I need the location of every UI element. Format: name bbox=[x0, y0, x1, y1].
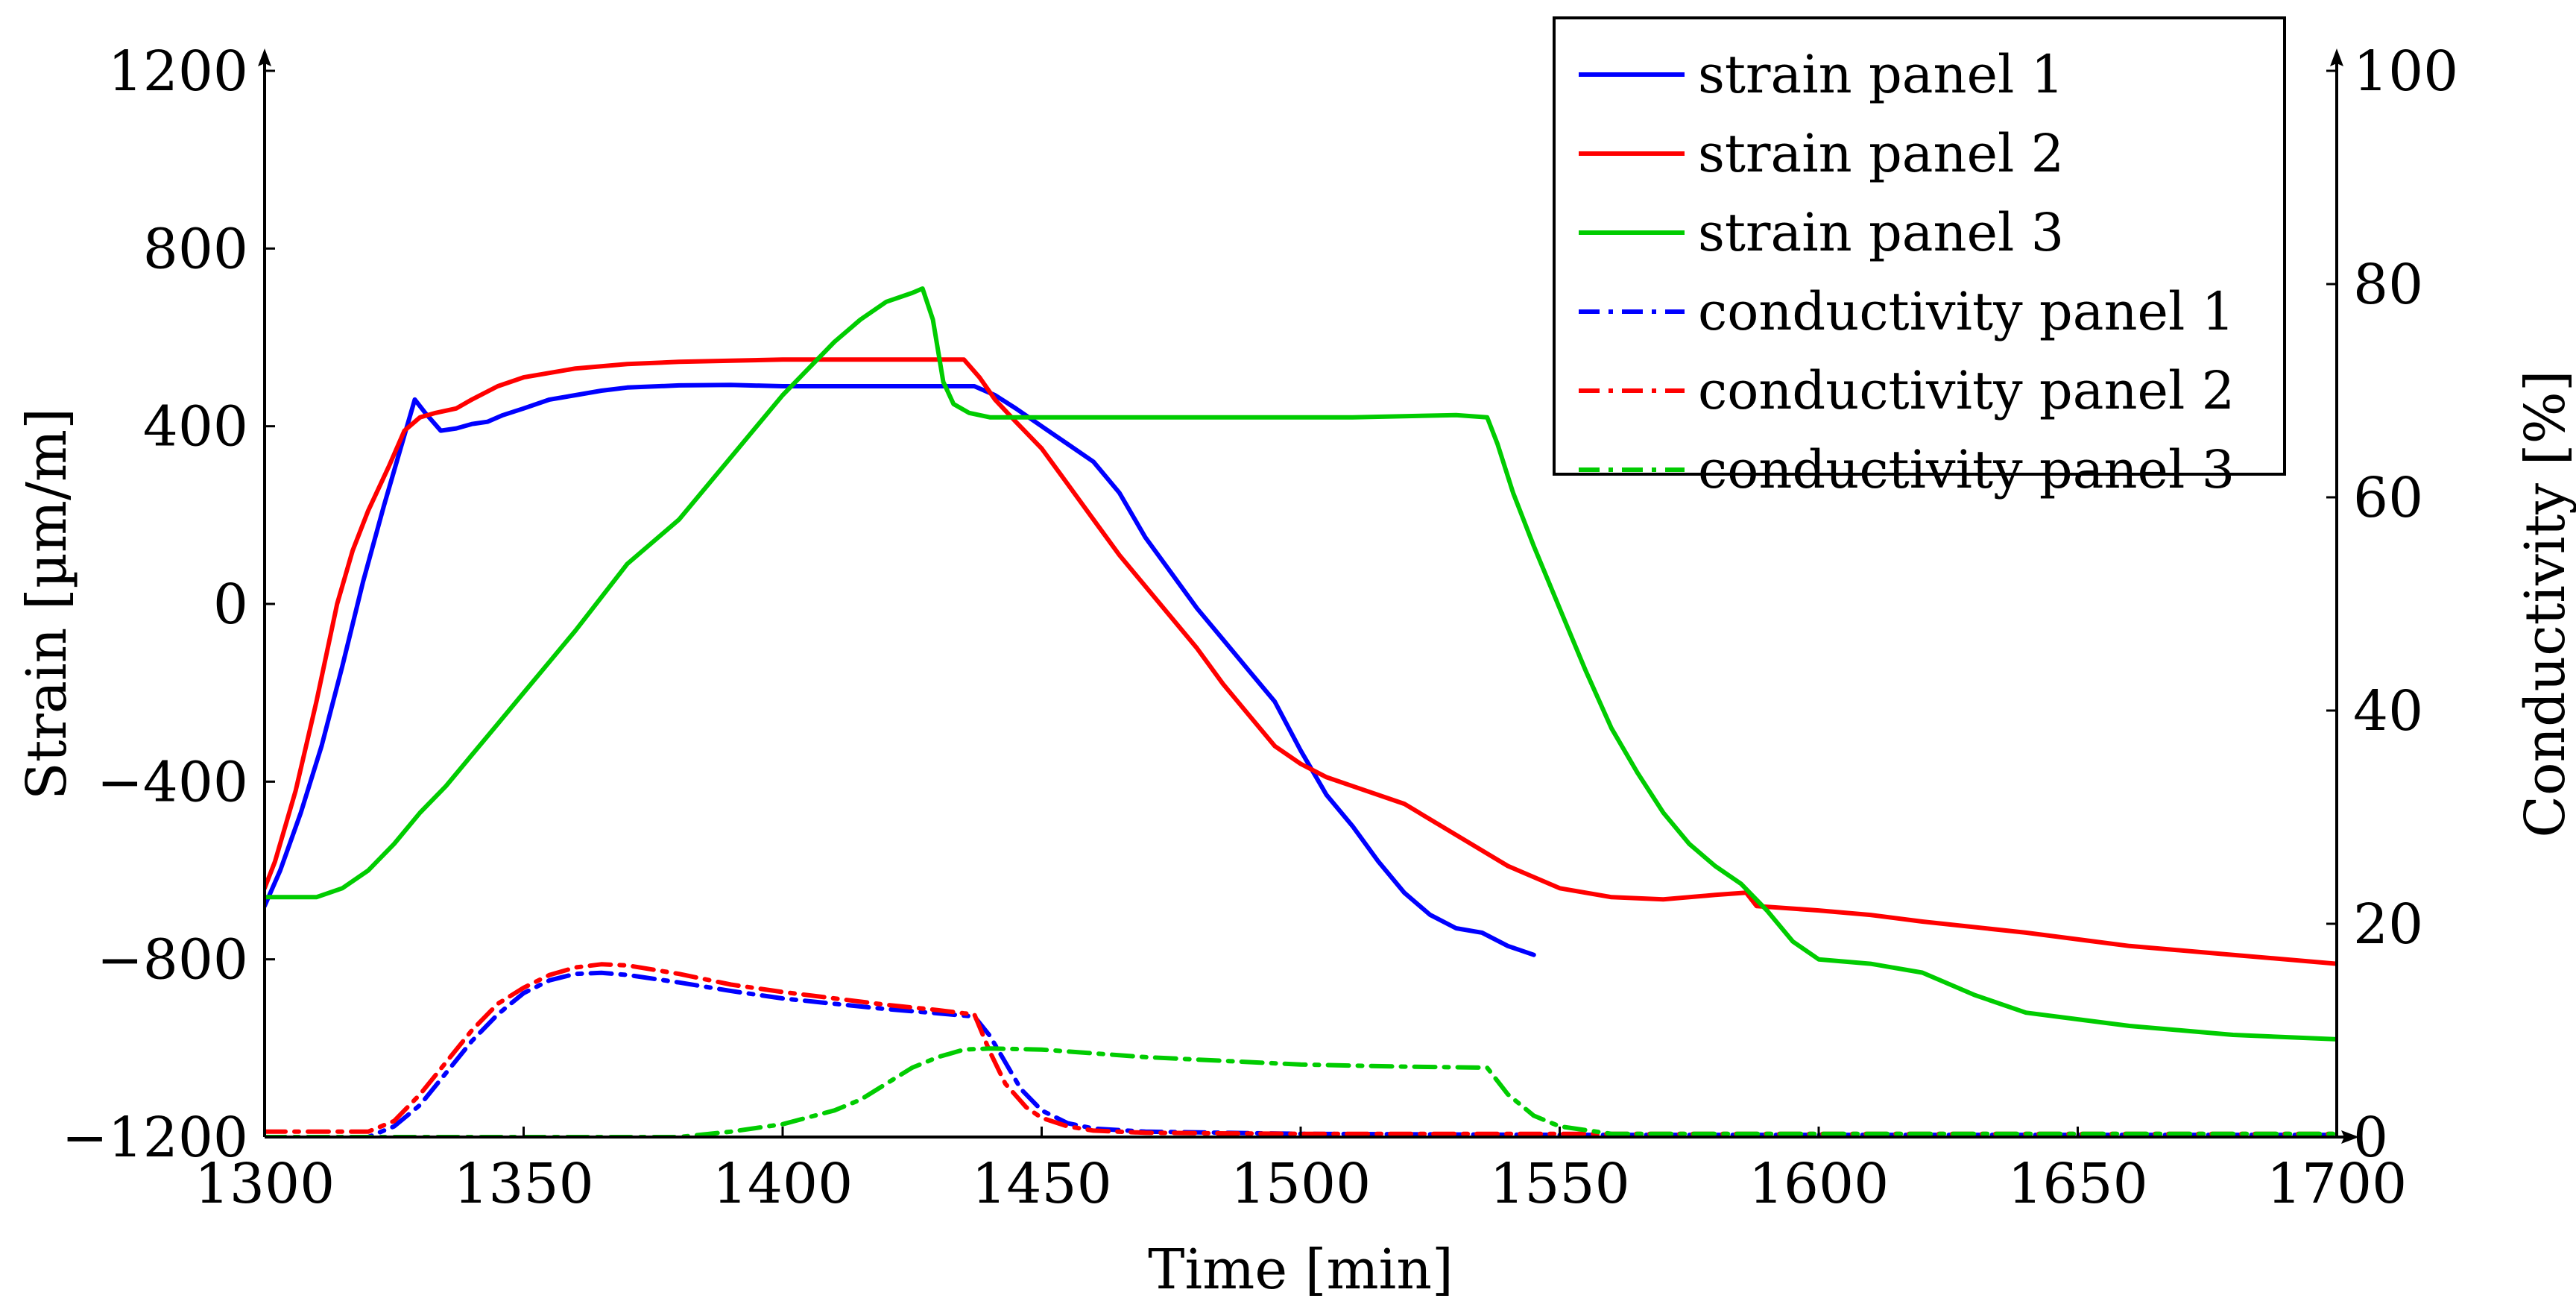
y-tick-label: −400 bbox=[97, 750, 248, 814]
x-tick-label: 1400 bbox=[713, 1152, 853, 1216]
series-line-conductivity-panel-1 bbox=[265, 970, 2337, 1137]
legend-label: strain panel 3 bbox=[1698, 202, 2064, 263]
x-tick-label: 1700 bbox=[2267, 1152, 2407, 1216]
series-line-strain-panel-2 bbox=[265, 357, 2337, 966]
y2-tick-label: 80 bbox=[2353, 253, 2423, 317]
y-tick-label: 0 bbox=[213, 573, 248, 637]
y-axis-label: Strain [µm/m] bbox=[15, 408, 79, 800]
axes: 1300 1350 1400 1450 1500 1550 1600 1650 1700 −120… bbox=[62, 40, 2459, 1216]
y-tick-label: 800 bbox=[143, 217, 248, 281]
y-axis-arrow bbox=[258, 48, 271, 66]
series-line-conductivity-panel-2 bbox=[265, 962, 2337, 1136]
y2-axis-label: Conductivity [%] bbox=[2513, 370, 2576, 837]
legend-box bbox=[1553, 16, 2286, 476]
x-tick-label: 1500 bbox=[1231, 1152, 1371, 1216]
x-tick-label: 1350 bbox=[453, 1152, 593, 1216]
x-axis-arrow bbox=[2341, 1130, 2359, 1144]
y2-tick-label: 60 bbox=[2353, 466, 2423, 530]
y2-tick-label: 40 bbox=[2353, 679, 2423, 743]
y-tick-label: 400 bbox=[143, 395, 248, 459]
plot-area bbox=[265, 286, 2337, 1137]
y2-tick-label: 100 bbox=[2353, 40, 2458, 104]
legend-label: strain panel 1 bbox=[1698, 44, 2064, 105]
legend: strain panel 1 strain panel 2 strain panel… bbox=[1553, 16, 2286, 500]
x-tick-label: 1650 bbox=[2007, 1152, 2147, 1216]
legend-label: conductivity panel 1 bbox=[1698, 281, 2235, 342]
series-line-strain-panel-1 bbox=[265, 382, 1536, 957]
y-tick-label: −1200 bbox=[62, 1106, 248, 1170]
y-tick-label: −800 bbox=[97, 928, 248, 992]
series-line-conductivity-panel-3 bbox=[265, 1046, 2337, 1137]
x-axis-label: Time [min] bbox=[1148, 1238, 1453, 1302]
legend-label: conductivity panel 3 bbox=[1698, 439, 2235, 500]
legend-label: strain panel 2 bbox=[1698, 123, 2064, 184]
y2-axis-arrow bbox=[2330, 48, 2343, 66]
y-tick-label: 1200 bbox=[108, 40, 248, 104]
legend-label: conductivity panel 2 bbox=[1698, 360, 2235, 421]
y2-tick-label: 0 bbox=[2353, 1106, 2388, 1170]
x-tick-label: 1550 bbox=[1489, 1152, 1629, 1216]
x-tick-label: 1300 bbox=[195, 1152, 335, 1216]
series-line-strain-panel-3 bbox=[265, 286, 2337, 1042]
x-tick-label: 1600 bbox=[1749, 1152, 1889, 1216]
x-tick-label: 1450 bbox=[971, 1152, 1111, 1216]
y2-tick-label: 20 bbox=[2353, 892, 2423, 957]
